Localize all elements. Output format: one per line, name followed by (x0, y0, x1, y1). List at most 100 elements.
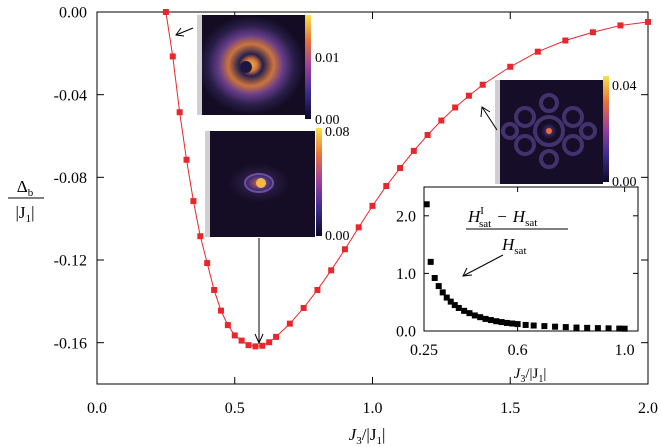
x-tick-label: 1.0 (363, 400, 383, 417)
heatmap-edge (205, 131, 210, 237)
data-point (162, 9, 169, 15)
y-tick-label: 0.0 (396, 324, 416, 341)
heatmap-edge (495, 80, 500, 184)
data-point (211, 286, 218, 293)
x-tick-label: 0.0 (87, 400, 107, 417)
svg-text:Hsat: Hsat (501, 235, 527, 257)
svg-text:|J1|: |J1| (16, 203, 35, 225)
data-point (424, 131, 431, 138)
data-point (217, 307, 224, 314)
data-point (493, 318, 500, 325)
data-point (238, 337, 245, 344)
data-point (314, 286, 321, 293)
data-point (328, 267, 335, 274)
data-point (183, 156, 190, 163)
data-point (509, 320, 516, 327)
data-point (589, 29, 596, 36)
x-tick-label: 2.0 (638, 400, 658, 417)
data-point (534, 48, 541, 55)
data-point (594, 325, 601, 332)
y-tick-label: -0.08 (54, 170, 87, 187)
colorbar-3-min: 0.00 (612, 175, 637, 190)
data-point (452, 104, 459, 111)
data-point (397, 165, 404, 172)
data-point (541, 323, 548, 330)
x-tick-label: 0.25 (410, 342, 438, 359)
colorbar-3-max: 0.04 (612, 79, 637, 94)
data-point (259, 342, 266, 349)
data-point (245, 342, 252, 349)
data-point (204, 260, 211, 267)
data-point (197, 233, 204, 240)
data-point (552, 323, 559, 330)
data-point (465, 92, 472, 99)
data-point (369, 202, 376, 209)
data-point (455, 304, 462, 311)
data-point (530, 322, 537, 329)
data-point (423, 201, 430, 208)
colorbar-2-max: 0.08 (325, 125, 350, 140)
pointer-arrows (175, 27, 498, 345)
inset-annotation: HI sat − Hsat Hsat (462, 205, 568, 277)
data-point (616, 325, 623, 332)
inset-tick-labels: 0.25 0.6 1.0 0.0 1.0 2.0 (396, 208, 635, 359)
data-point (443, 294, 450, 301)
main-tick-labels: 0.0 0.5 1.0 1.5 2.0 0.00 -0.04 -0.08 -0.12 -0.16 (54, 5, 658, 417)
data-point (498, 319, 505, 326)
data-point (471, 312, 478, 319)
data-point (645, 18, 651, 25)
colorbar-1 (305, 15, 311, 119)
data-point (341, 246, 348, 253)
data-point (477, 314, 484, 321)
heatmap-inset-1: 0.01 0.00 (197, 15, 340, 128)
heatmap-inset-3: 0.04 0.00 (495, 76, 637, 190)
data-point (466, 310, 473, 317)
data-point (266, 339, 273, 346)
y-tick-label: 0.00 (59, 5, 87, 22)
data-point (487, 317, 494, 324)
y-tick-label: -0.04 (54, 87, 87, 104)
inset-x-axis-label: J3/|J1| (514, 366, 547, 385)
data-point (410, 147, 417, 154)
data-point (169, 53, 176, 60)
x-tick-label: 1.0 (615, 342, 635, 359)
data-point (439, 289, 446, 296)
x-tick-label: 1.5 (500, 400, 520, 417)
data-point (300, 304, 307, 311)
data-point (273, 333, 280, 340)
y-tick-label: 1.0 (396, 266, 416, 283)
data-point (562, 37, 569, 44)
data-point (507, 63, 514, 70)
y-tick-label: 2.0 (396, 208, 416, 225)
colorbar-3 (603, 76, 609, 182)
inset-series (423, 201, 628, 332)
data-point (190, 198, 197, 205)
data-point (522, 321, 529, 328)
data-point (461, 307, 468, 314)
data-point (286, 320, 293, 327)
data-point (479, 81, 486, 88)
data-point (252, 343, 259, 350)
data-point (573, 324, 580, 331)
data-point (617, 22, 624, 29)
x-tick-label: 0.5 (225, 400, 245, 417)
y-tick-label: -0.12 (54, 253, 87, 270)
colorbar-1-max: 0.01 (315, 51, 340, 66)
data-point (503, 319, 510, 326)
data-point (431, 275, 438, 282)
data-point (447, 298, 454, 305)
y-tick-label: -0.16 (54, 335, 87, 352)
data-point (605, 325, 612, 332)
data-point (176, 109, 183, 116)
x-tick-label: 0.6 (508, 342, 528, 359)
data-point (482, 315, 489, 322)
data-point (514, 321, 521, 328)
heatmap-inset-2: 0.08 0.00 (205, 125, 350, 244)
data-point (355, 224, 362, 231)
data-point (562, 324, 569, 331)
colorbar-2-min: 0.00 (325, 229, 350, 244)
data-point (584, 324, 591, 331)
data-point (231, 332, 238, 339)
